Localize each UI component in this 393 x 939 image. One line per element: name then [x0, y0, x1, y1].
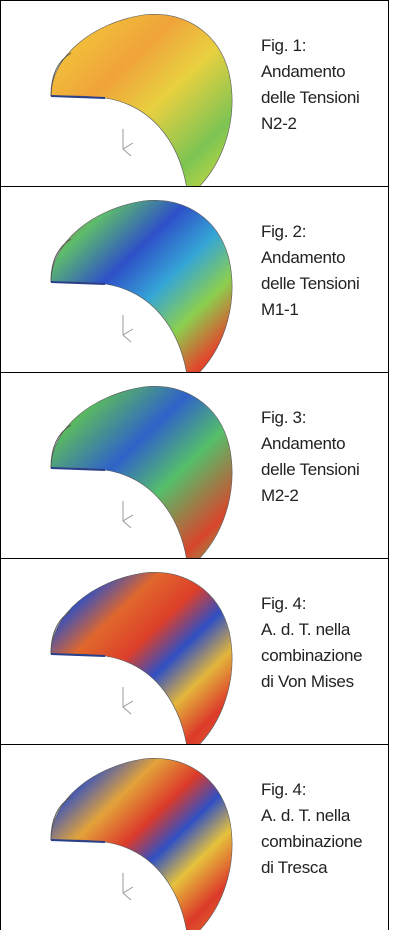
- caption-line: A. d. T. nella: [261, 617, 362, 643]
- caption-line: combinazione: [261, 643, 362, 669]
- vault-shell: [51, 14, 232, 186]
- figure-table: Fig. 1:Andamentodelle TensioniN2-2Fig. 2…: [0, 0, 389, 930]
- caption-line: Andamento: [261, 245, 360, 271]
- axis-icon: [123, 687, 133, 714]
- figure-image: [1, 373, 246, 558]
- caption-line: Fig. 2:: [261, 219, 360, 245]
- figure-image: [1, 187, 246, 372]
- vault-shell: [51, 572, 232, 744]
- figure-image: [1, 1, 246, 186]
- caption-line: Andamento: [261, 59, 360, 85]
- caption-line: Fig. 1:: [261, 33, 360, 59]
- caption-line: di Tresca: [261, 855, 362, 881]
- figure-image: [1, 745, 246, 930]
- caption-line: Fig. 4:: [261, 777, 362, 803]
- axis-icon: [123, 873, 133, 900]
- vault-shell: [51, 200, 232, 372]
- caption-line: delle Tensioni: [261, 271, 360, 297]
- caption-line: M2-2: [261, 483, 360, 509]
- figure-image: [1, 559, 246, 744]
- caption-line: Fig. 4:: [261, 591, 362, 617]
- caption-line: di Von Mises: [261, 669, 362, 695]
- caption-line: delle Tensioni: [261, 85, 360, 111]
- caption-line: M1-1: [261, 297, 360, 323]
- vault-shell: [51, 758, 232, 930]
- axis-icon: [123, 315, 133, 342]
- vault-shell: [51, 386, 232, 558]
- axis-icon: [123, 501, 133, 528]
- caption-line: A. d. T. nella: [261, 803, 362, 829]
- caption-line: Fig. 3:: [261, 405, 360, 431]
- caption-line: combinazione: [261, 829, 362, 855]
- caption-line: N2-2: [261, 111, 360, 137]
- caption-line: delle Tensioni: [261, 457, 360, 483]
- caption-line: Andamento: [261, 431, 360, 457]
- axis-icon: [123, 129, 133, 156]
